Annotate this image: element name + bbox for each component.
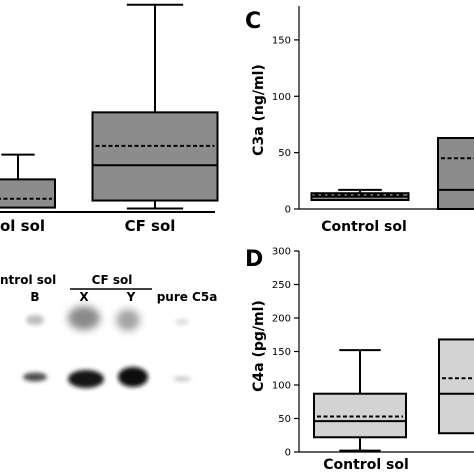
y-tick-label: 150 [272, 35, 291, 46]
panel-d-x-label: Control sol [323, 457, 409, 473]
blot-band-y-lower [118, 367, 148, 387]
x-label-right: CF sol [125, 217, 176, 235]
blot-lane-y-label: Y [126, 290, 136, 304]
blot-band-pure-upper [175, 319, 189, 325]
box [91, 111, 219, 202]
blot-lane-x-label: X [79, 290, 89, 304]
blot-band-pure-lower [173, 376, 191, 382]
panel-c-y-axis-title: C3a (ng/ml) [251, 64, 267, 156]
box [438, 338, 474, 435]
blot-band-b-lower [23, 372, 47, 382]
y-tick-label: 0 [285, 448, 291, 459]
panel-d: D C4a (pg/ml) Control sol 0 50 100 150 200 25… [245, 247, 474, 473]
panel-d-y-axis-title: C4a (pg/ml) [251, 300, 267, 392]
blot-band-x-lower [68, 370, 104, 388]
blot-image [23, 306, 191, 388]
y-tick-label: 250 [272, 280, 291, 291]
panel-top-left-boxplot: ol sol CF sol [0, 3, 219, 235]
panel-c-letter: C [245, 9, 261, 34]
blot-band-y-upper [116, 309, 140, 331]
blot-band-b-upper [26, 315, 44, 325]
y-tick-label: 100 [272, 92, 291, 103]
y-tick-label: 0 [285, 205, 291, 216]
y-tick-label: 200 [272, 314, 291, 325]
blot-group-mid-label: CF sol [92, 273, 133, 287]
box [437, 136, 474, 210]
y-tick-label: 100 [272, 381, 291, 392]
panel-d-letter: D [245, 247, 263, 272]
blot-lane-b-label: B [30, 290, 39, 304]
box [313, 392, 407, 439]
y-tick-label: 150 [272, 347, 291, 358]
blot-band-x-upper [68, 306, 100, 330]
x-label-left: ol sol [0, 217, 45, 235]
y-tick-label: 300 [272, 247, 291, 258]
box [0, 178, 56, 209]
blot-group-left-label: ntrol sol [0, 273, 56, 287]
panel-c: C C3a (ng/ml) Control sol 0 50 100 150 [245, 6, 474, 235]
y-tick-label: 50 [278, 414, 291, 425]
blot-pure-label: pure C5a [157, 290, 218, 304]
panel-c-x-label: Control sol [321, 219, 407, 235]
y-tick-label: 50 [278, 148, 291, 159]
western-blot: ntrol sol CF sol B X Y pure C5a [0, 273, 217, 388]
